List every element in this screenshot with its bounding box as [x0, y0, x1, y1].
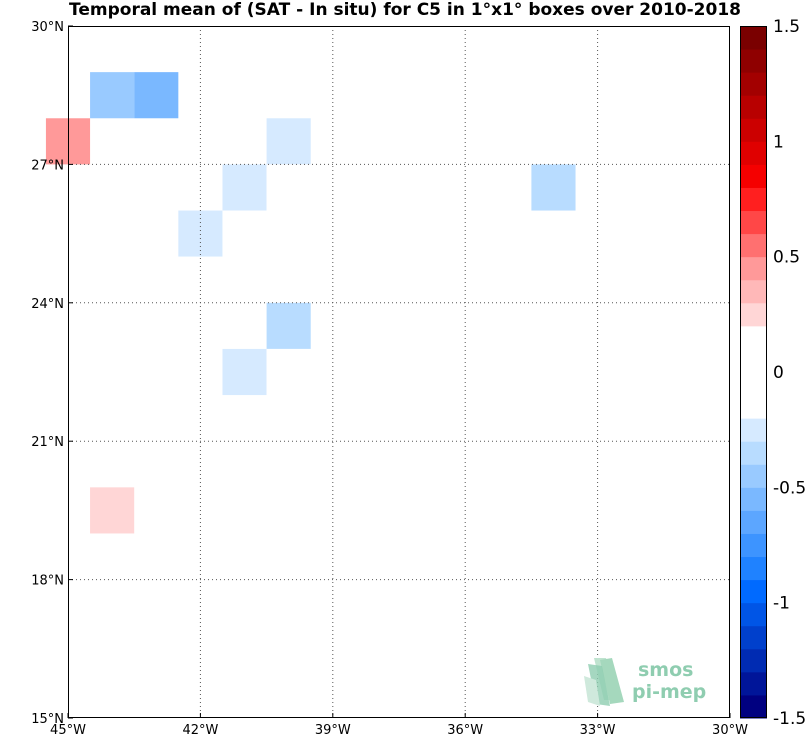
heatmap-cell-3: [619, 26, 664, 73]
smos-pi-mep-logo: smos pi-mep: [584, 658, 706, 706]
x-tick-label-4: 33°W: [580, 723, 616, 738]
colorbar-segment-15: [740, 348, 767, 373]
logo-line1: smos: [638, 659, 693, 681]
colorbar-segment-10: [740, 464, 767, 488]
heatmap-cell-30: [443, 441, 488, 488]
heatmap-cell-8: [619, 72, 664, 119]
logo-line2: pi-mep: [632, 681, 706, 703]
heatmap-cell-19: [310, 256, 355, 303]
plot-frame: [68, 26, 730, 718]
colorbar-tick-label-1: 1: [773, 132, 784, 152]
x-tick-label-5: 30°W: [712, 723, 748, 738]
colorbar-segment-2: [740, 648, 767, 673]
y-tick-label-4: 27°N: [31, 158, 64, 173]
colorbar-segment-12: [740, 418, 767, 442]
colorbar-tick-label-0: 1.5: [773, 17, 800, 37]
heatmap-cell-5: [134, 72, 179, 119]
colorbar-segment-8: [740, 510, 767, 534]
colorbar-segment-6: [740, 556, 767, 581]
colorbar-segment-11: [740, 441, 767, 465]
colorbar-segment-20: [740, 233, 767, 258]
colorbar-tick-label-3: 0: [773, 363, 784, 383]
colorbar-segment-14: [740, 372, 767, 396]
heatmap-cell-32: [90, 487, 135, 534]
colorbar-segment-25: [740, 118, 767, 142]
colorbar-frame: [740, 26, 767, 718]
heatmap-cell-27: [266, 348, 311, 396]
colorbar-segment-26: [740, 95, 767, 119]
colorbar-segment-23: [740, 164, 767, 188]
colorbar-segment-17: [740, 302, 767, 327]
colorbar-segment-4: [740, 602, 767, 627]
heatmap-cell-21: [619, 256, 664, 303]
x-tick-label-1: 42°W: [182, 723, 218, 738]
colorbar-segment-24: [740, 141, 767, 165]
colorbar-segment-28: [740, 49, 767, 73]
colorbar-tick-label-6: -1.5: [773, 709, 806, 729]
colorbar-tick-label-4: -0.5: [773, 478, 806, 498]
heatmap-cell-23: [134, 302, 179, 349]
colorbar-tick-label-2: 0.5: [773, 248, 800, 268]
colorbar-segment-29: [740, 26, 767, 50]
heatmap-cell-22: [90, 302, 135, 349]
heatmap-cell-2: [399, 26, 444, 73]
colorbar-segment-3: [740, 625, 767, 650]
y-tick-label-2: 21°N: [31, 435, 64, 450]
heatmap-cell-26: [222, 348, 267, 396]
colorbar-segment-18: [740, 279, 767, 304]
heatmap-cell-24: [266, 302, 311, 349]
heatmap-cell-6: [266, 72, 311, 119]
heatmap-cell-12: [222, 164, 267, 211]
colorbar-segment-5: [740, 579, 767, 604]
heatmap-cell-31: [531, 441, 576, 488]
heatmap-cell-0: [222, 26, 267, 73]
heatmap-cell-20: [443, 256, 488, 303]
colorbar-segment-19: [740, 256, 767, 281]
heatmap-cell-17: [222, 210, 267, 257]
heatmap-cell-25: [354, 302, 399, 349]
colorbar-segment-9: [740, 487, 767, 511]
y-tick-label-3: 24°N: [31, 297, 64, 312]
colorbar-segment-16: [740, 325, 767, 350]
colorbar: 1.5 1 0.5 0 -0.5 -1 -1.5: [740, 17, 806, 729]
heatmap-cell-4: [90, 72, 135, 119]
heatmap-cell-36: [487, 579, 532, 626]
logo-icon: [584, 658, 624, 706]
colorbar-segment-22: [740, 187, 767, 212]
x-tick-label-0: 45°W: [50, 723, 86, 738]
colorbar-segment-1: [740, 671, 767, 696]
heatmap-cell-11: [575, 118, 620, 165]
heatmap-cell-14: [531, 164, 576, 211]
heatmap-cell-13: [266, 164, 311, 211]
colorbar-segment-13: [740, 395, 767, 419]
y-tick-label-1: 18°N: [31, 574, 64, 589]
heatmap-cell-16: [178, 210, 223, 257]
colorbar-segment-0: [740, 694, 767, 719]
heatmap-cell-18: [178, 256, 223, 303]
y-tick-label-0: 15°N: [31, 712, 64, 727]
axis-ticks: 45°W 42°W 39°W 36°W 33°W 30°W 15°N 18°N 21°N 24°N…: [31, 20, 748, 738]
heatmap-cell-28: [443, 348, 488, 396]
x-tick-label-3: 36°W: [447, 723, 483, 738]
chart-title: Temporal mean of (SAT - In situ) for C5 …: [69, 0, 741, 20]
y-tick-label-5: 30°N: [31, 20, 64, 35]
heatmap-cell-1: [354, 26, 399, 73]
plot-background: [68, 26, 730, 718]
colorbar-segment-21: [740, 210, 767, 235]
colorbar-segment-7: [740, 533, 767, 558]
heatmap-cell-15: [619, 164, 664, 211]
colorbar-tick-label-5: -1: [773, 594, 790, 614]
x-tick-label-2: 39°W: [315, 723, 351, 738]
heatmap-cell-10: [266, 118, 311, 165]
grid-lines: [68, 26, 730, 718]
colorbar-segment-27: [740, 72, 767, 96]
heatmap-cell-7: [310, 72, 355, 119]
heatmap-cell-33: [399, 487, 444, 534]
